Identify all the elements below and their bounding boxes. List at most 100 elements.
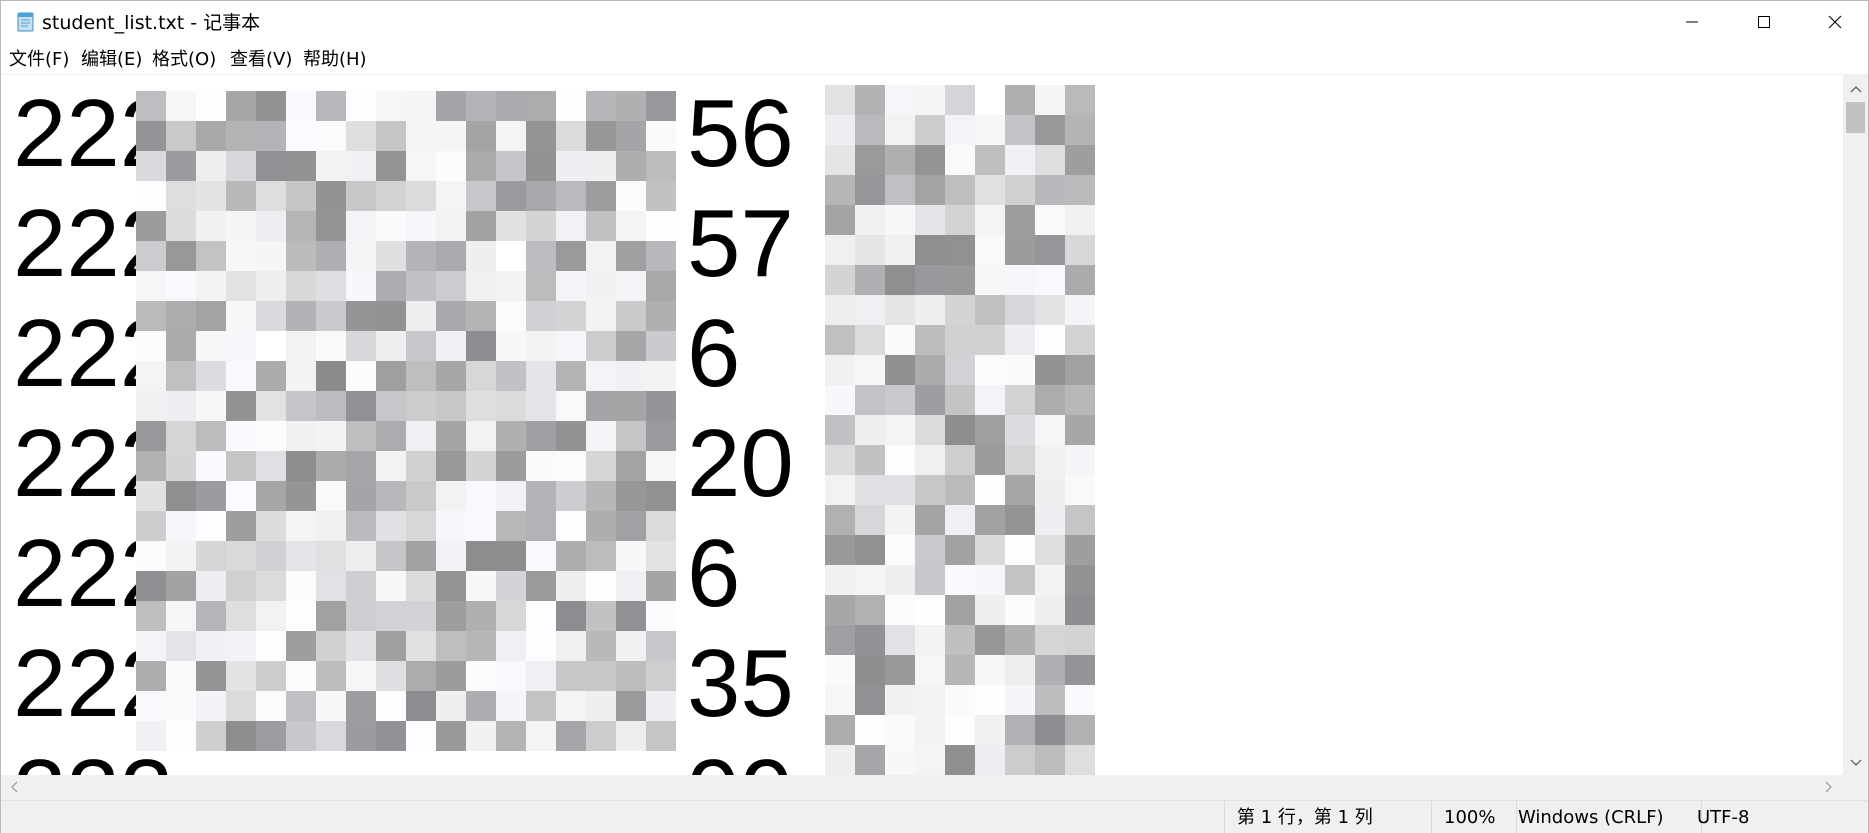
mosaic-cell	[915, 565, 945, 595]
mosaic-cell	[196, 541, 226, 571]
mosaic-cell	[436, 91, 466, 121]
text-line-tail: 20	[687, 410, 794, 517]
mosaic-cell	[915, 265, 945, 295]
mosaic-cell	[166, 451, 196, 481]
mosaic-cell	[166, 511, 196, 541]
scroll-down-button[interactable]	[1843, 749, 1868, 773]
text-editor[interactable]: 222 222 222 222 222 222 222 56 57 6 20 6…	[1, 75, 1843, 775]
mosaic-cell	[945, 205, 975, 235]
vertical-scrollbar[interactable]	[1843, 75, 1868, 775]
mosaic-cell	[196, 181, 226, 211]
mosaic-cell	[436, 241, 466, 271]
mosaic-cell	[256, 481, 286, 511]
mosaic-cell	[436, 331, 466, 361]
mosaic-cell	[466, 571, 496, 601]
mosaic-cell	[286, 301, 316, 331]
mosaic-cell	[406, 121, 436, 151]
mosaic-cell	[286, 151, 316, 181]
title-bar[interactable]: student_list.txt - 记事本	[1, 1, 1868, 45]
mosaic-cell	[945, 145, 975, 175]
mosaic-cell	[166, 241, 196, 271]
mosaic-cell	[556, 571, 586, 601]
mosaic-cell	[406, 481, 436, 511]
mosaic-cell	[945, 235, 975, 265]
mosaic-cell	[646, 451, 676, 481]
mosaic-cell	[496, 151, 526, 181]
mosaic-cell	[346, 151, 376, 181]
menu-file[interactable]: 文件(F)	[9, 49, 70, 70]
mosaic-cell	[646, 211, 676, 241]
mosaic-cell	[526, 121, 556, 151]
mosaic-cell	[556, 301, 586, 331]
mosaic-cell	[286, 601, 316, 631]
menu-view[interactable]: 查看(V)	[230, 49, 293, 70]
mosaic-cell	[975, 115, 1005, 145]
mosaic-cell	[166, 391, 196, 421]
mosaic-cell	[136, 691, 166, 721]
scroll-left-button[interactable]	[1, 775, 26, 800]
mosaic-cell	[316, 661, 346, 691]
mosaic-cell	[1035, 205, 1065, 235]
mosaic-cell	[166, 181, 196, 211]
mosaic-cell	[436, 511, 466, 541]
mosaic-cell	[346, 541, 376, 571]
mosaic-cell	[226, 481, 256, 511]
mosaic-cell	[975, 715, 1005, 745]
minimize-button[interactable]	[1657, 1, 1727, 45]
mosaic-cell	[256, 211, 286, 241]
menu-format[interactable]: 格式(O)	[152, 49, 217, 70]
mosaic-cell	[586, 721, 616, 751]
menu-edit[interactable]: 编辑(E)	[81, 49, 143, 70]
mosaic-cell	[466, 541, 496, 571]
mosaic-cell	[1005, 415, 1035, 445]
mosaic-cell	[586, 541, 616, 571]
scroll-thumb[interactable]	[1846, 102, 1865, 133]
mosaic-cell	[825, 235, 855, 265]
maximize-button[interactable]	[1729, 1, 1799, 45]
mosaic-cell	[136, 541, 166, 571]
mosaic-cell	[975, 205, 1005, 235]
mosaic-cell	[526, 661, 556, 691]
mosaic-cell	[1005, 595, 1035, 625]
mosaic-cell	[286, 571, 316, 601]
mosaic-cell	[1005, 475, 1035, 505]
mosaic-cell	[256, 691, 286, 721]
mosaic-cell	[855, 685, 885, 715]
mosaic-cell	[855, 235, 885, 265]
scroll-up-button[interactable]	[1843, 75, 1868, 99]
mosaic-cell	[855, 145, 885, 175]
mosaic-cell	[885, 655, 915, 685]
horizontal-scrollbar[interactable]	[1, 775, 1843, 800]
mosaic-cell	[136, 631, 166, 661]
mosaic-cell	[1035, 445, 1065, 475]
mosaic-cell	[256, 571, 286, 601]
mosaic-cell	[1005, 745, 1035, 775]
status-divider	[1701, 801, 1843, 833]
mosaic-cell	[316, 211, 346, 241]
scroll-right-button[interactable]	[1816, 775, 1841, 800]
menu-help[interactable]: 帮助(H)	[303, 49, 367, 70]
mosaic-cell	[376, 571, 406, 601]
mosaic-cell	[1035, 85, 1065, 115]
mosaic-cell	[496, 121, 526, 151]
mosaic-cell	[496, 421, 526, 451]
mosaic-cell	[1005, 295, 1035, 325]
close-button[interactable]	[1800, 1, 1869, 45]
cursor-position: 第 1 行，第 1 列	[1237, 807, 1373, 828]
mosaic-cell	[616, 271, 646, 301]
mosaic-cell	[616, 211, 646, 241]
mosaic-cell	[316, 181, 346, 211]
mosaic-cell	[616, 151, 646, 181]
mosaic-cell	[256, 421, 286, 451]
mosaic-cell	[196, 271, 226, 301]
mosaic-cell	[226, 661, 256, 691]
mosaic-cell	[1035, 595, 1065, 625]
mosaic-cell	[855, 565, 885, 595]
mosaic-cell	[376, 211, 406, 241]
mosaic-cell	[286, 721, 316, 751]
mosaic-cell	[166, 691, 196, 721]
mosaic-cell	[646, 391, 676, 421]
mosaic-cell	[466, 451, 496, 481]
mosaic-cell	[316, 481, 346, 511]
mosaic-cell	[556, 511, 586, 541]
